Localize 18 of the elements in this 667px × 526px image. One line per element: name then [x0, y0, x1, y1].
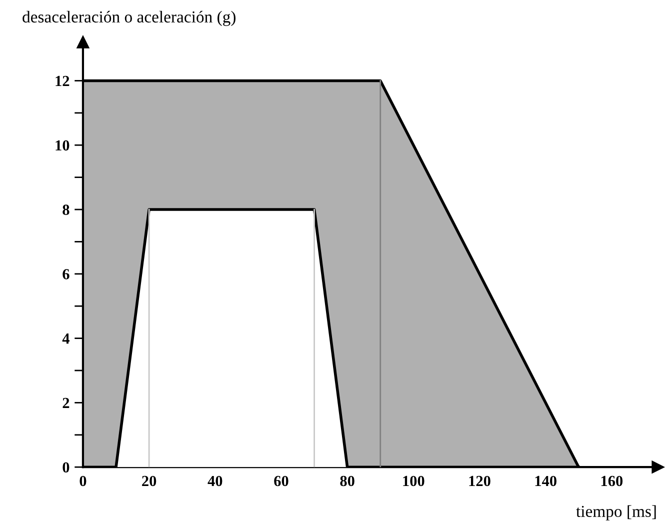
y-axis-title: desaceleración o aceleración (g): [22, 10, 236, 26]
x-tick-label: 100: [403, 476, 424, 486]
x-tick-label: 160: [601, 476, 623, 486]
x-tick-label: 0: [80, 476, 86, 486]
y-tick-label: 10: [56, 140, 70, 151]
x-tick-label: 140: [535, 476, 556, 486]
x-tick-label: 40: [208, 476, 222, 486]
y-tick-label: 8: [62, 204, 70, 215]
y-tick-label: 12: [56, 76, 70, 86]
x-axis-title: tiempo [ms]: [576, 505, 656, 520]
x-tick-label: 20: [142, 476, 156, 486]
y-tick-label: 4: [62, 334, 70, 344]
x-tick-label: 60: [274, 476, 288, 486]
x-tick-label: 120: [469, 476, 490, 486]
x-tick-label: 80: [340, 476, 354, 486]
y-tick-label: 2: [62, 398, 70, 408]
y-tick-label: 6: [62, 269, 70, 280]
y-tick-label: 0: [62, 462, 70, 473]
